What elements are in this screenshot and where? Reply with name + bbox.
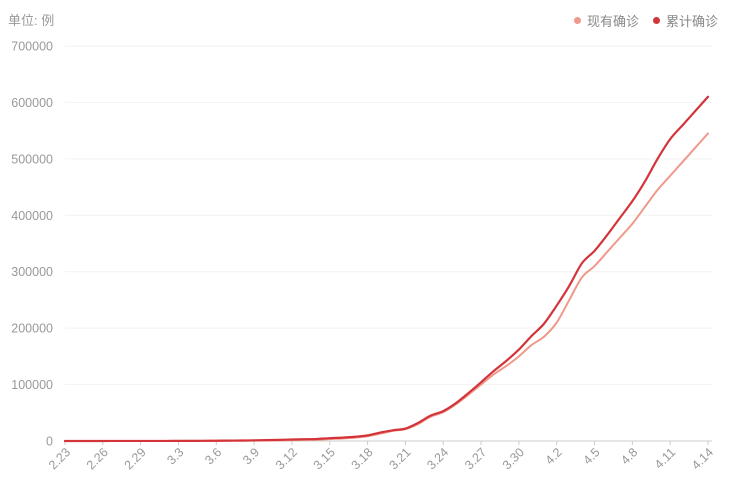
unit-label: 单位: 例 — [8, 13, 55, 28]
legend-dot-cumulative — [652, 17, 660, 24]
x-tick-label-11: 3.27 — [462, 445, 489, 472]
grid-layer — [65, 45, 712, 386]
y-tick-label-3: 300000 — [11, 265, 53, 279]
x-tick-label-5: 3.9 — [240, 445, 262, 467]
legend-label-cumulative: 累计确诊 — [665, 14, 718, 29]
x-tick-label-4: 3.6 — [202, 445, 224, 467]
y-tick-label-7: 700000 — [11, 40, 53, 54]
y-tick-label-2: 200000 — [11, 322, 53, 336]
x-tick-label-0: 2.23 — [46, 445, 73, 472]
series-line-current[interactable] — [64, 132, 709, 442]
legend: 现有确诊 累计确诊 — [573, 11, 718, 30]
x-tick-label-9: 3.21 — [386, 445, 413, 472]
legend-dot-current — [573, 17, 581, 24]
x-tick-label-7: 3.15 — [311, 445, 338, 472]
series-line-cumulative[interactable] — [63, 95, 710, 443]
y-tick-label-5: 500000 — [11, 152, 53, 166]
x-tick-label-2: 2.29 — [122, 445, 149, 472]
x-tick-label-17: 4.14 — [689, 445, 716, 472]
y-axis: 0 100000 200000 300000 400000 500000 600000 700… — [11, 40, 53, 449]
series-layer — [63, 95, 710, 443]
x-tick-label-15: 4.8 — [618, 445, 640, 467]
legend-item-current[interactable]: 现有确诊 — [573, 11, 639, 30]
x-tick-label-8: 3.18 — [349, 445, 376, 472]
x-tick-label-1: 2.26 — [84, 445, 111, 472]
y-tick-label-4: 400000 — [11, 209, 53, 223]
legend-label-current: 现有确诊 — [586, 14, 639, 29]
x-tick-label-10: 3.24 — [424, 445, 451, 472]
x-axis: 2.23 2.26 2.29 3.3 3.6 3.9 3.12 3.15 3.18 3.21 3.2… — [46, 440, 716, 472]
legend-item-cumulative[interactable]: 累计确诊 — [652, 11, 718, 30]
x-tick-label-16: 4.11 — [652, 445, 678, 471]
y-tick-label-0: 0 — [46, 435, 53, 449]
x-tick-label-12: 3.30 — [500, 445, 527, 472]
x-tick-label-6: 3.12 — [273, 445, 300, 472]
y-tick-label-1: 100000 — [11, 378, 53, 392]
y-tick-label-6: 600000 — [11, 96, 53, 110]
x-tick-label-3: 3.3 — [164, 445, 186, 467]
x-tick-label-13: 4.2 — [543, 445, 565, 467]
x-tick-label-14: 4.5 — [580, 445, 602, 467]
